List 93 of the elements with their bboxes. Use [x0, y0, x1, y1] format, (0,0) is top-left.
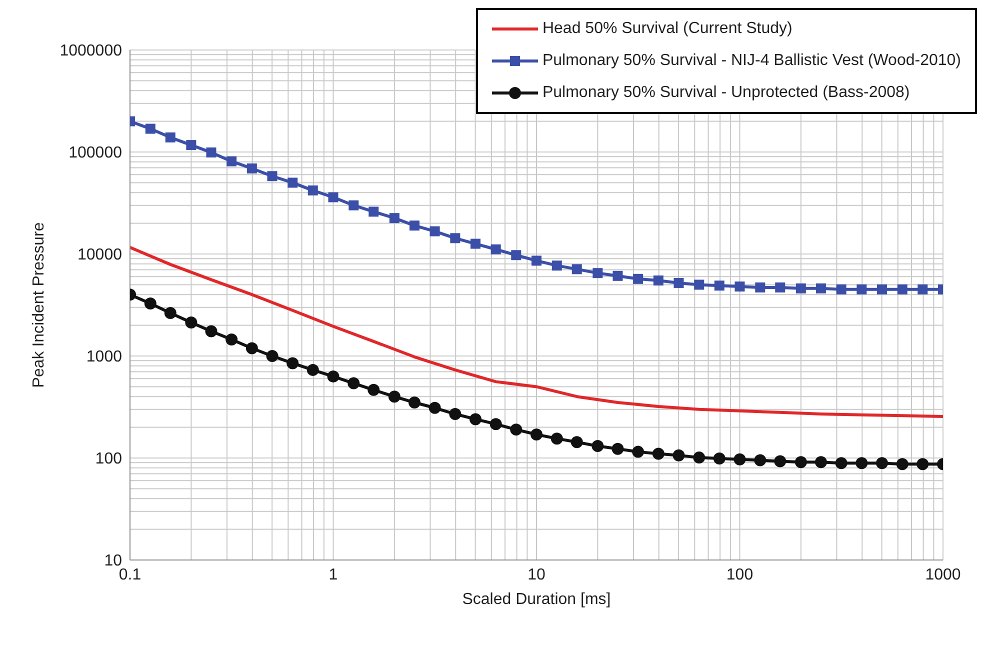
- point: [469, 413, 482, 426]
- point: [327, 370, 340, 382]
- point: [288, 178, 298, 188]
- point: [794, 456, 807, 468]
- point: [674, 278, 684, 288]
- point: [428, 402, 441, 414]
- point: [876, 284, 887, 294]
- point: [185, 316, 198, 329]
- point: [206, 147, 216, 158]
- y-tick-label: 100000: [68, 144, 122, 162]
- line-series: [130, 246, 943, 418]
- point: [612, 442, 624, 455]
- point: [530, 428, 542, 440]
- point: [186, 140, 196, 150]
- point: [408, 396, 420, 409]
- point: [308, 185, 318, 196]
- point: [775, 282, 786, 292]
- point: [896, 458, 908, 470]
- point: [165, 132, 176, 142]
- point: [572, 264, 582, 274]
- point: [205, 325, 218, 338]
- point: [856, 457, 868, 470]
- legend-label: Pulmonary 50% Survival - NIJ-4 Ballistic Vest (Wood-2010): [542, 52, 961, 70]
- point: [612, 270, 623, 281]
- point: [532, 256, 542, 266]
- point: [918, 284, 928, 294]
- point: [246, 163, 257, 174]
- point: [816, 283, 826, 294]
- point: [306, 364, 319, 376]
- y-tick-label: 1000: [86, 348, 122, 366]
- legend-label: Pulmonary 50% Survival - Unprotected (Bass-2008): [542, 84, 910, 102]
- x-tick-label: 100: [726, 566, 754, 584]
- point: [368, 384, 380, 396]
- point: [694, 280, 704, 290]
- point: [632, 446, 644, 458]
- point: [814, 456, 827, 468]
- point: [144, 298, 156, 310]
- point: [653, 275, 664, 286]
- point: [633, 274, 644, 284]
- point: [511, 250, 522, 260]
- point: [267, 171, 278, 182]
- point: [835, 457, 848, 470]
- legend-label: Head 50% Survival (Current Study): [542, 20, 792, 38]
- point: [226, 334, 238, 346]
- point: [672, 449, 685, 462]
- point: [328, 192, 338, 202]
- point: [713, 452, 726, 464]
- x-tick-label: 10: [528, 566, 546, 584]
- point: [693, 452, 706, 464]
- point: [389, 213, 400, 224]
- point: [510, 424, 522, 436]
- point: [490, 244, 501, 254]
- point: [164, 306, 176, 319]
- point: [714, 280, 724, 291]
- point: [145, 124, 156, 134]
- x-tick-label: 1: [328, 566, 338, 584]
- point: [734, 282, 745, 292]
- point: [774, 455, 786, 468]
- point: [856, 284, 867, 294]
- point: [552, 260, 562, 271]
- point: [570, 436, 583, 448]
- y-tick-label: 100: [95, 450, 122, 468]
- y-tick-label: 1000000: [60, 42, 122, 60]
- point: [450, 233, 460, 244]
- point: [652, 448, 664, 460]
- x-tick-label: 1000: [925, 566, 961, 584]
- point: [430, 226, 440, 236]
- point: [490, 418, 502, 430]
- point: [916, 458, 929, 470]
- point: [348, 377, 360, 390]
- point: [409, 220, 420, 231]
- point: [246, 342, 258, 354]
- point: [592, 440, 604, 452]
- point: [470, 238, 480, 249]
- point: [368, 206, 379, 217]
- point: [226, 156, 237, 166]
- point: [755, 282, 766, 292]
- y-axis-title: Peak Incident Pressure: [30, 222, 48, 388]
- point: [286, 357, 299, 370]
- point: [348, 200, 359, 210]
- point: [836, 284, 846, 294]
- point: [550, 432, 563, 445]
- point: [388, 390, 400, 403]
- point: [876, 457, 888, 470]
- point: [796, 283, 806, 294]
- x-axis-title: Scaled Duration [ms]: [462, 591, 611, 608]
- point: [266, 350, 278, 362]
- point: [449, 408, 462, 420]
- point: [734, 453, 746, 466]
- point: [592, 268, 603, 278]
- y-tick-label: 10000: [78, 246, 122, 264]
- point: [897, 284, 908, 294]
- point: [754, 454, 766, 466]
